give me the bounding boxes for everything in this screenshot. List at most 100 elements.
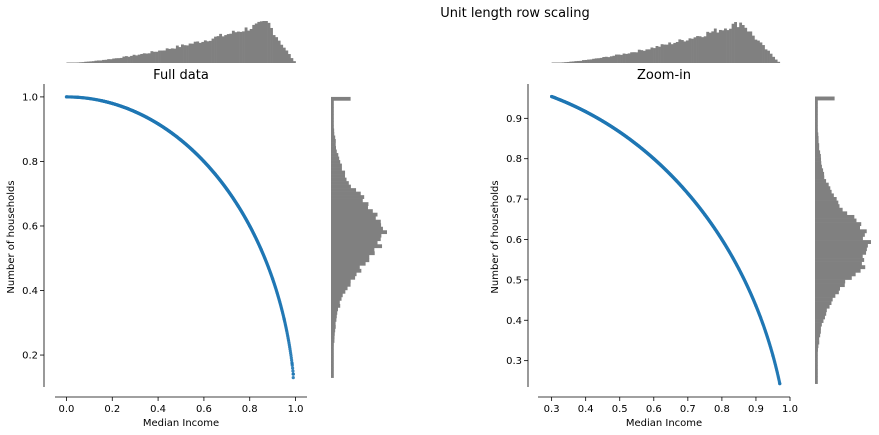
data-point	[213, 172, 217, 176]
data-point	[71, 95, 75, 99]
data-point	[720, 237, 724, 242]
histogram-bar	[331, 177, 347, 182]
histogram-bar	[331, 142, 336, 147]
data-point	[95, 98, 99, 102]
histogram-bar	[275, 37, 279, 63]
histogram-bar	[564, 62, 568, 63]
histogram-bar	[331, 202, 369, 206]
histogram-bar	[576, 60, 580, 63]
histogram-bar	[71, 62, 75, 63]
histogram-bar	[277, 40, 281, 63]
histogram-bar	[331, 174, 346, 178]
histogram-bar	[815, 214, 855, 219]
histogram-bar	[153, 51, 156, 63]
histogram-bar	[331, 244, 383, 249]
data-point	[82, 96, 86, 100]
histogram-bar	[331, 226, 383, 231]
histogram-bar	[815, 369, 818, 374]
data-point	[83, 96, 87, 100]
histogram-bar	[81, 62, 85, 63]
histogram-bar	[234, 32, 238, 63]
data-point	[70, 95, 74, 99]
histogram-bar	[117, 58, 121, 63]
histogram-bar	[571, 61, 575, 63]
histogram-bar	[589, 59, 593, 63]
histogram-bar	[815, 315, 825, 320]
data-point	[72, 95, 76, 99]
histogram-bar	[155, 51, 159, 63]
histogram-bar	[331, 230, 387, 235]
histogram-bar	[815, 232, 865, 237]
histogram-bar	[331, 117, 334, 122]
histogram-bar	[160, 50, 164, 63]
data-point	[92, 97, 96, 101]
histogram-bar	[653, 48, 656, 63]
histogram-bar	[815, 204, 840, 209]
histogram-bar	[76, 62, 80, 63]
histogram-bar	[331, 121, 334, 126]
histogram-bar	[815, 186, 831, 191]
data-point	[248, 224, 252, 228]
histogram-bar	[132, 54, 136, 63]
histogram-bar	[331, 314, 337, 319]
data-point	[290, 358, 294, 362]
data-point	[79, 95, 83, 100]
histogram-bar	[615, 54, 618, 63]
data-point	[76, 95, 80, 99]
histogram-bar	[620, 54, 623, 63]
histogram-bar	[331, 233, 382, 238]
histogram-bar	[331, 310, 338, 315]
histogram-bar	[69, 62, 72, 63]
histogram-bar	[612, 55, 616, 63]
histogram-bar	[331, 363, 334, 368]
histogram-bar	[663, 44, 667, 63]
histogram-bar	[280, 44, 284, 63]
data-point	[81, 96, 85, 100]
histogram-bar	[287, 54, 291, 63]
histogram-bar	[815, 179, 827, 183]
histogram-bar	[331, 167, 342, 171]
histogram-bar	[696, 36, 699, 63]
data-point	[94, 97, 98, 102]
histogram-bar	[290, 58, 294, 63]
histogram-bar	[815, 304, 830, 309]
data-point	[70, 95, 74, 99]
x-axis-label: Median Income	[626, 418, 702, 429]
histogram-bar	[673, 42, 677, 63]
histogram-bar	[815, 358, 818, 363]
data-point	[94, 98, 98, 102]
data-point	[79, 95, 83, 100]
histogram-bar	[554, 62, 557, 63]
histogram-bar	[331, 265, 360, 270]
histogram-bar	[701, 37, 705, 63]
histogram-bar	[764, 49, 768, 63]
histogram-bar	[706, 31, 710, 63]
histogram-bar	[815, 326, 821, 331]
data-point	[91, 97, 95, 101]
data-point	[69, 95, 73, 99]
x-tick-label: 0.8	[714, 404, 730, 415]
data-point	[289, 356, 293, 360]
histogram-bar	[331, 170, 346, 175]
data-point	[93, 97, 97, 102]
histogram-bar	[119, 57, 123, 63]
histogram-bar	[744, 27, 748, 63]
histogram-bar	[237, 31, 240, 63]
data-point	[93, 97, 97, 101]
x-tick-label: 1.0	[288, 404, 304, 415]
histogram-bar	[815, 322, 822, 327]
histogram-bar	[815, 200, 839, 205]
data-point	[90, 97, 94, 101]
histogram-bar	[254, 23, 258, 63]
histogram-bar	[272, 35, 276, 63]
histogram-bar	[331, 132, 335, 136]
histogram-bar	[599, 57, 603, 63]
histogram-bar	[331, 219, 381, 224]
data-point	[703, 213, 707, 217]
histogram-bar	[815, 150, 821, 155]
histogram-bar	[89, 61, 93, 63]
histogram-bar	[559, 62, 563, 63]
histogram-bar	[815, 125, 818, 130]
histogram-bar	[754, 39, 758, 63]
